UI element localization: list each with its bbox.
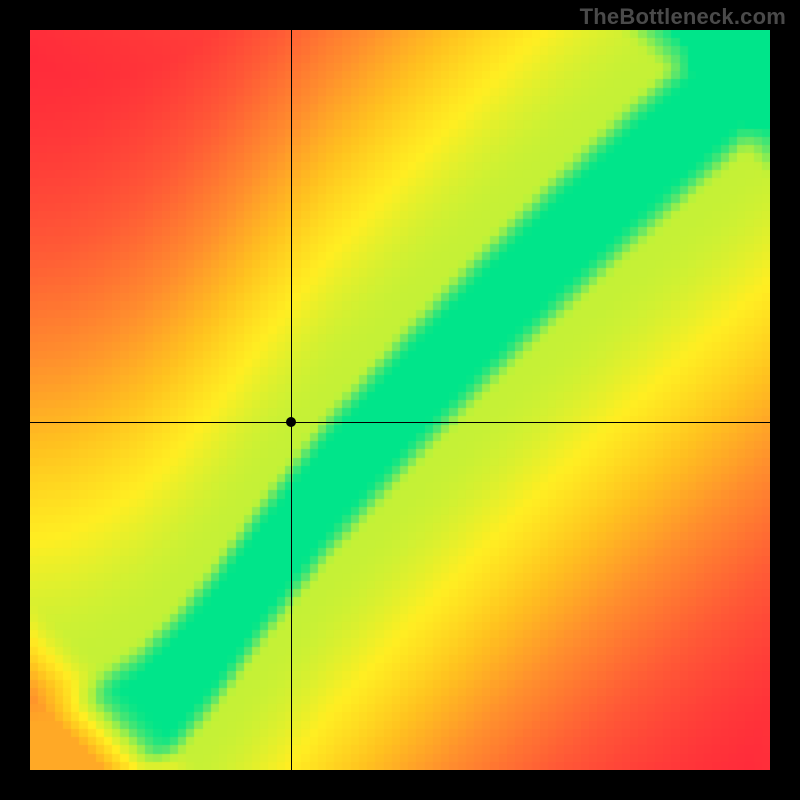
heatmap-plot-area (30, 30, 770, 770)
heatmap-canvas (30, 30, 770, 770)
crosshair-horizontal (30, 422, 770, 423)
marker-point (286, 417, 296, 427)
crosshair-vertical (291, 30, 292, 770)
watermark-text: TheBottleneck.com (580, 4, 786, 30)
chart-root: TheBottleneck.com (0, 0, 800, 800)
